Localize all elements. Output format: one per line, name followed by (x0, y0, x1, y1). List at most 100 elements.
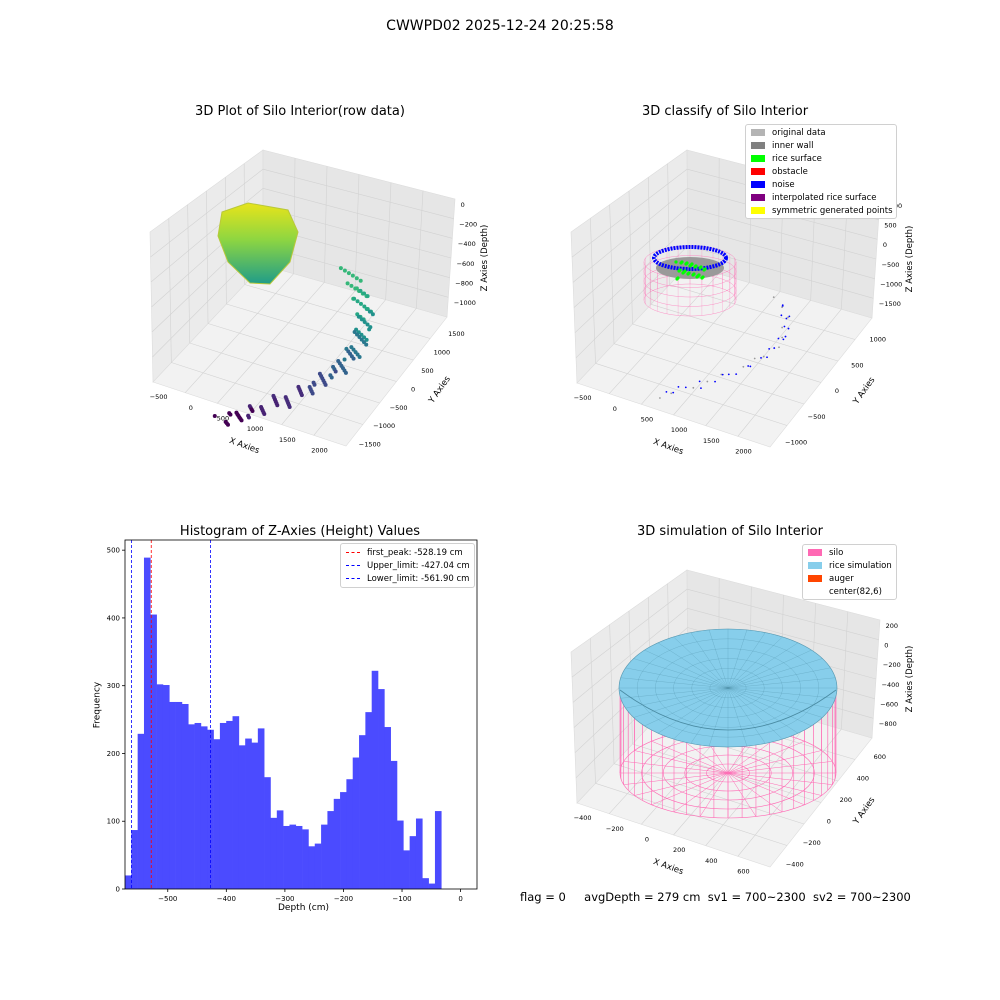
raw-point (250, 409, 255, 414)
legend-label: first_peak: -528.19 cm (367, 547, 463, 558)
grid-line (841, 611, 849, 730)
raw-point (342, 268, 347, 273)
legend-swatch (751, 194, 765, 201)
rice-mesh-spoke (727, 667, 831, 689)
y-tick-label: 0 (827, 817, 831, 825)
histogram-bar (415, 818, 423, 889)
rice-mesh-spoke (727, 687, 748, 747)
silo-floor-spoke (727, 750, 822, 774)
y-tick-label: −1000 (373, 422, 395, 430)
legend-label: original data (772, 127, 826, 138)
raw-point (239, 418, 244, 423)
noise-point (785, 317, 788, 320)
raw-point (329, 375, 334, 380)
histogram-bar (245, 738, 252, 889)
legend-label: Upper_limit: -427.04 cm (367, 560, 470, 571)
y-tick-label: 300 (107, 682, 120, 690)
raw-point (343, 370, 348, 375)
raw-point (367, 327, 372, 332)
legend-entry: interpolated rice surface (746, 191, 896, 204)
histogram-bar (226, 720, 233, 889)
histogram-bar (169, 701, 176, 889)
raw-point (299, 393, 304, 398)
wall-ring (643, 283, 737, 317)
raw-point (364, 307, 369, 312)
raw-point (352, 296, 357, 301)
noise-point (706, 380, 709, 383)
rice-mesh-spoke (727, 687, 836, 699)
y-tick-label: 1000 (434, 348, 451, 356)
legend-swatch (751, 142, 765, 149)
y-tick-label: 600 (874, 753, 886, 761)
x-tick-label: 600 (737, 868, 749, 876)
x-axis-label: X Axies (652, 857, 685, 877)
legend-entry: symmetric generated points (746, 204, 896, 217)
x-tick-label: −100 (392, 895, 411, 903)
histogram-bar (156, 684, 164, 889)
z-tick-label: 0 (883, 241, 887, 249)
histogram-bar (422, 878, 429, 889)
rice-surface-point (680, 260, 684, 264)
x-tick-label: 500 (217, 415, 229, 423)
raw-point (312, 382, 317, 387)
rice-surface-point (676, 276, 680, 280)
raw-point (358, 301, 363, 306)
noise-point (788, 315, 791, 318)
raw-point (358, 288, 363, 293)
raw-point (359, 317, 364, 322)
histogram-bar (238, 745, 246, 889)
x-tick-label: −200 (606, 825, 624, 833)
raw-point (357, 355, 362, 360)
histogram-bar (428, 883, 436, 889)
histogram-bar (396, 820, 404, 889)
raw-point (287, 404, 292, 409)
legend-swatch (808, 562, 822, 569)
silo-floor-spoke (727, 772, 833, 785)
raw-point (355, 332, 360, 337)
histogram-bar (143, 557, 151, 889)
noise-point (778, 346, 780, 349)
raw-point (349, 283, 354, 288)
silo-floor-spoke (651, 772, 729, 806)
y-tick-label: 400 (857, 774, 869, 782)
legend-label: center(82,6) (829, 586, 882, 597)
rice-mesh-spoke (727, 658, 823, 689)
z-tick-label: −600 (457, 260, 475, 268)
z-tick-label: −400 (458, 240, 476, 248)
x-tick-label: 200 (673, 846, 685, 854)
histogram-bar (213, 739, 221, 889)
classify-point-cloud (643, 245, 791, 399)
y-tick-label: 100 (107, 818, 120, 826)
noise-point (781, 306, 784, 309)
raw-point (362, 319, 367, 324)
z-axis-label: Z Axies (Depth) (480, 225, 490, 292)
raw-point (352, 329, 357, 334)
raw-point (370, 312, 375, 317)
y-tick-label: −500 (390, 404, 408, 412)
histogram-bar (295, 825, 303, 889)
histogram-bar (283, 825, 290, 889)
plot-frame (124, 539, 478, 890)
x-tick-label: 1500 (703, 437, 720, 445)
legend-label: obstacle (772, 166, 808, 177)
y-tick-label: 1500 (448, 330, 465, 338)
x-tick-label: −500 (150, 393, 168, 401)
histogram-bar (150, 614, 157, 889)
noise-point (787, 316, 789, 319)
noise-point (747, 365, 750, 367)
silo-floor-spoke (727, 772, 757, 817)
rice-surface-point (683, 269, 687, 273)
rice-mesh-spoke (727, 649, 812, 689)
histogram-bar (346, 779, 354, 889)
legend-entry: center(82,6) (803, 585, 896, 598)
z-tick-label: 500 (884, 222, 896, 230)
y-tick-label: 200 (107, 750, 120, 758)
x-tick-label: 1500 (279, 436, 296, 444)
x-tick-label: −300 (275, 895, 294, 903)
legend-label: inner wall (772, 140, 814, 151)
x-tick-label: 2000 (311, 447, 328, 455)
silo-floor-spoke (634, 772, 729, 796)
x-tick-label: −400 (217, 895, 236, 903)
